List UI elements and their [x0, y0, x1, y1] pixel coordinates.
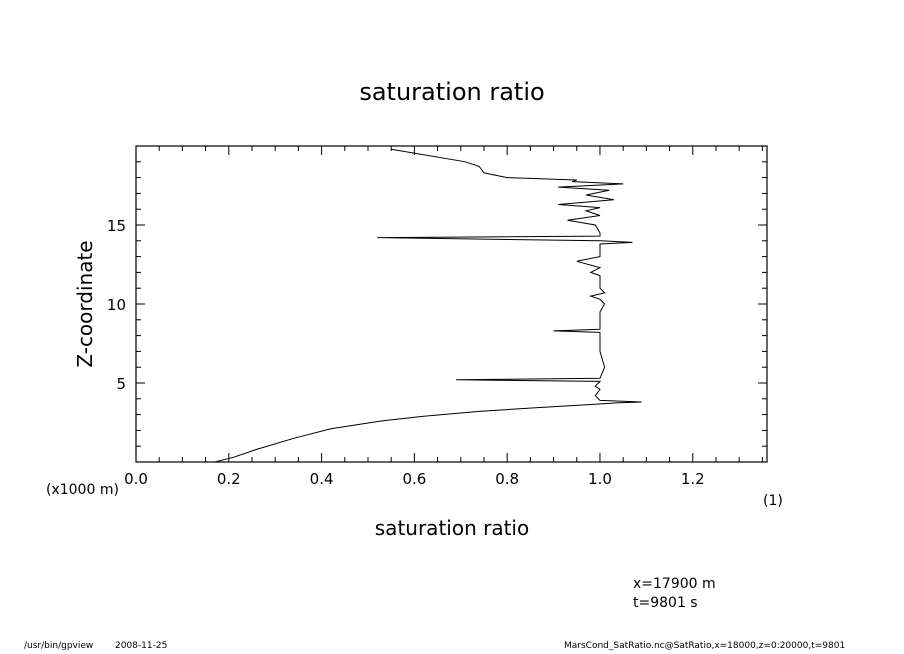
x-tick-labels: 0.0 0.2 0.4 0.6 0.8 1.0 1.2 [124, 470, 705, 488]
plot-date: 2008-11-25 [115, 641, 168, 651]
time-info: t=9801 s [633, 595, 698, 611]
x-tick-label: 0.6 [402, 470, 426, 488]
y-tick-label: 15 [107, 217, 126, 235]
x-tick-label: 1.0 [588, 470, 612, 488]
y-tick-label: 10 [107, 296, 126, 314]
data-source: MarsCond_SatRatio.nc@SatRatio,x=18000,z=… [564, 641, 846, 651]
plot-frame [135, 145, 768, 463]
x-position-info: x=17900 m [633, 576, 716, 592]
x-tick-label: 0.2 [217, 470, 241, 488]
saturation-ratio-line [214, 148, 642, 463]
x-axis-label: saturation ratio [374, 516, 530, 540]
x-axis-unit: (1) [763, 493, 783, 509]
chart-title: saturation ratio [359, 78, 545, 106]
y-axis-label: Z-coordinate [73, 240, 97, 368]
x-tick-label: 0.8 [495, 470, 519, 488]
x-tick-label: 0.4 [310, 470, 334, 488]
x-tick-label: 1.2 [681, 470, 705, 488]
x-tick-label: 0.0 [124, 470, 148, 488]
y-axis-unit: (x1000 m) [46, 482, 119, 498]
y-tick-labels: 5 10 15 [107, 217, 126, 393]
y-tick-label: 5 [116, 375, 126, 393]
program-path: /usr/bin/gpview [24, 641, 94, 651]
axis-ticks [135, 146, 767, 462]
